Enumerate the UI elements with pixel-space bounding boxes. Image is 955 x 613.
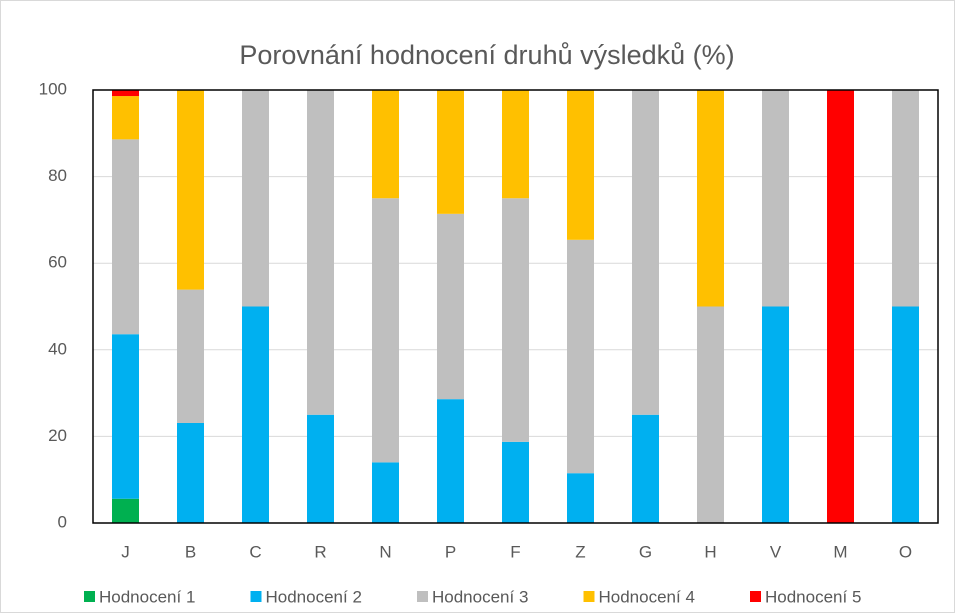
- bar-segment: [892, 90, 919, 307]
- bar-segment: [372, 462, 399, 523]
- legend-swatch: [417, 591, 428, 602]
- y-tick-label: 0: [58, 512, 67, 531]
- bar-segment: [567, 90, 594, 240]
- y-tick-label: 80: [48, 166, 67, 185]
- bar-segment: [372, 198, 399, 463]
- y-tick-label: 40: [48, 339, 67, 358]
- bar-segment: [502, 441, 529, 523]
- bar-segment: [632, 414, 659, 523]
- bar-segment: [697, 306, 724, 523]
- bar-segment: [177, 90, 204, 290]
- x-tick-label: O: [899, 542, 912, 561]
- plot-border: [92, 89, 939, 524]
- bar-segment: [762, 306, 789, 523]
- y-tick-label: 20: [48, 426, 67, 445]
- bar-segment: [307, 414, 334, 523]
- x-tick-label: G: [639, 542, 652, 561]
- bar-segment: [762, 90, 789, 307]
- chart-title: Porovnání hodnocení druhů výsledků (%): [239, 40, 734, 70]
- bar-segment: [112, 90, 139, 97]
- bar-segment: [502, 198, 529, 442]
- legend-label: Hodnocení 4: [599, 587, 695, 606]
- x-tick-label: Z: [575, 542, 585, 561]
- x-tick-label: V: [770, 542, 782, 561]
- bar-segment: [437, 213, 464, 400]
- bar-segment: [437, 399, 464, 523]
- legend-label: Hodnocení 2: [266, 587, 362, 606]
- x-tick-label: J: [121, 542, 130, 561]
- bar-segment: [307, 90, 334, 415]
- x-tick-label: M: [833, 542, 847, 561]
- legend-label: Hodnocení 5: [765, 587, 861, 606]
- bar-segment: [112, 498, 139, 523]
- legend-label: Hodnocení 1: [99, 587, 195, 606]
- bar-segment: [827, 90, 854, 523]
- bar-segment: [502, 90, 529, 199]
- x-tick-label: F: [510, 542, 520, 561]
- bar-segment: [177, 422, 204, 523]
- y-tick-label: 100: [39, 79, 67, 98]
- bar-segment: [697, 90, 724, 307]
- bar-segment: [372, 90, 399, 199]
- bar-segment: [112, 96, 139, 140]
- bar-segment: [632, 90, 659, 415]
- legend-swatch: [250, 591, 262, 602]
- bar-segment: [437, 90, 464, 214]
- bar-segment: [177, 289, 204, 423]
- bar-segment: [242, 306, 269, 523]
- bar-segment: [112, 139, 139, 335]
- x-tick-label: N: [379, 542, 391, 561]
- bar-segment: [112, 334, 139, 499]
- legend-swatch: [583, 591, 595, 602]
- legend-swatch: [750, 591, 761, 602]
- y-tick-label: 60: [48, 253, 67, 272]
- legend-label: Hodnocení 3: [432, 587, 528, 606]
- legend-swatch: [84, 591, 95, 602]
- x-tick-label: B: [185, 542, 196, 561]
- bar-segment: [567, 473, 594, 523]
- bar-segment: [567, 239, 594, 474]
- x-tick-label: H: [704, 542, 716, 561]
- x-tick-label: R: [314, 542, 326, 561]
- bar-segment: [892, 306, 919, 523]
- bar-segment: [242, 90, 269, 307]
- x-tick-label: C: [249, 542, 261, 561]
- x-tick-label: P: [445, 542, 456, 561]
